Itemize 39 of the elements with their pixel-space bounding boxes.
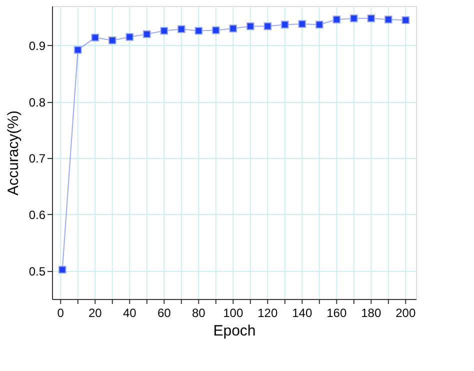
- point: [246, 22, 254, 30]
- point: [194, 26, 202, 35]
- x-tick-label: 140: [292, 306, 312, 320]
- y-axis-title: Accuracy(%): [4, 110, 22, 196]
- point: [229, 24, 237, 32]
- point: [91, 34, 99, 42]
- point: [316, 20, 324, 28]
- point: [160, 26, 168, 35]
- x-tick-label: 20: [88, 306, 102, 320]
- point: [178, 25, 186, 33]
- x-tick-label: 160: [326, 306, 347, 320]
- point: [384, 16, 392, 24]
- point: [58, 266, 66, 274]
- x-tick-label: 60: [157, 306, 172, 320]
- point: [367, 14, 375, 22]
- x-tick-label: 0: [57, 306, 64, 320]
- point: [402, 16, 410, 24]
- point: [143, 30, 151, 38]
- y-tick-label: 0.7: [28, 152, 46, 166]
- y-tick-label: 0.9: [28, 38, 46, 53]
- point: [281, 20, 289, 28]
- x-tick-label: 40: [122, 306, 137, 320]
- x-axis-title: Epoch: [213, 322, 256, 340]
- x-tick-label: 200: [396, 306, 416, 320]
- point: [332, 16, 340, 24]
- point: [350, 14, 358, 22]
- y-tick-label: 0.8: [28, 95, 46, 110]
- point: [298, 20, 306, 28]
- x-tick-label: 80: [192, 306, 206, 320]
- x-tick-label: 180: [361, 306, 382, 320]
- point: [108, 36, 116, 44]
- x-tick-label: 100: [223, 306, 244, 320]
- y-tick-label: 0.5: [28, 264, 46, 278]
- point: [264, 22, 272, 30]
- y-tick-label: 0.6: [28, 208, 46, 222]
- point: [126, 33, 134, 41]
- point: [212, 26, 220, 34]
- x-tick-label: 120: [258, 306, 278, 320]
- point: [74, 46, 82, 54]
